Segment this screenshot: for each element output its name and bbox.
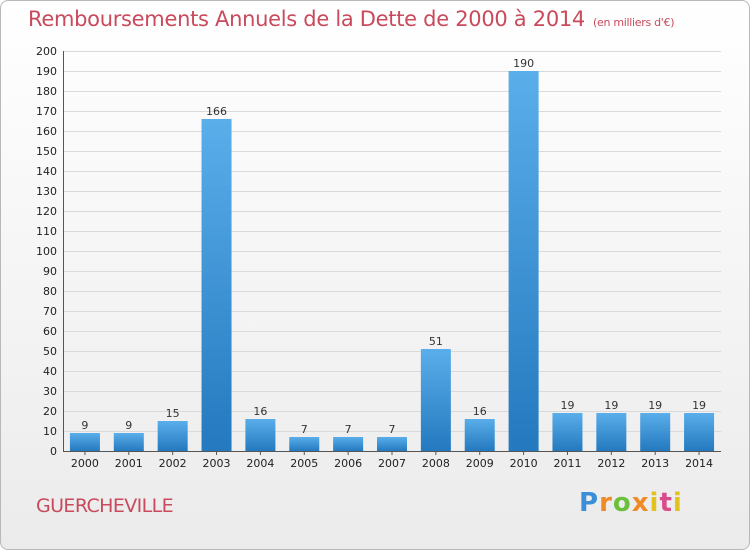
title-text: Remboursements Annuels de la Dette de 20… <box>28 7 585 31</box>
x-tick-label-2012: 2012 <box>597 457 625 470</box>
x-tick-label-2000: 2000 <box>71 457 99 470</box>
y-tick-label: 140 <box>36 165 57 178</box>
x-tick-label-2007: 2007 <box>378 457 406 470</box>
x-tick-label-2009: 2009 <box>466 457 494 470</box>
x-tick-label-2013: 2013 <box>641 457 669 470</box>
x-tick-label-2010: 2010 <box>510 457 538 470</box>
bar-2005 <box>289 437 320 451</box>
x-tick-label-2008: 2008 <box>422 457 450 470</box>
y-tick-label: 60 <box>43 325 57 338</box>
bar-2004 <box>245 419 276 451</box>
bars <box>69 71 715 451</box>
value-label-2012: 19 <box>604 399 618 412</box>
bar-2008 <box>420 349 451 451</box>
value-label-2013: 19 <box>648 399 662 412</box>
y-tick-label: 150 <box>36 145 57 158</box>
value-labels: 9 9 15 166 16 7 7 7 51 16 190 19 19 19 19 <box>81 57 706 436</box>
x-tick-label-2011: 2011 <box>553 457 581 470</box>
value-label-2011: 19 <box>560 399 574 412</box>
y-tick-label: 50 <box>43 345 57 358</box>
x-tick-label-2001: 2001 <box>115 457 143 470</box>
y-tick-label: 120 <box>36 205 57 218</box>
y-tick-label: 0 <box>50 445 57 458</box>
value-label-2003: 166 <box>206 105 227 118</box>
value-label-2002: 15 <box>166 407 180 420</box>
x-tick-label-2005: 2005 <box>290 457 318 470</box>
bar-2000 <box>69 433 100 451</box>
value-label-2000: 9 <box>81 419 88 432</box>
grid-lines <box>63 51 721 452</box>
y-tick-label: 130 <box>36 185 57 198</box>
x-tick-label-2002: 2002 <box>159 457 187 470</box>
y-tick-label: 100 <box>36 245 57 258</box>
bar-2011 <box>552 413 583 451</box>
y-tick-label: 10 <box>43 425 57 438</box>
value-label-2014: 19 <box>692 399 706 412</box>
bar-2014 <box>684 413 715 451</box>
bar-2010 <box>508 71 539 451</box>
value-label-2009: 16 <box>473 405 487 418</box>
bar-2001 <box>113 433 144 451</box>
title-unit: (en milliers d'€) <box>593 16 675 29</box>
y-tick-label: 160 <box>36 125 57 138</box>
y-tick-label: 80 <box>43 285 57 298</box>
y-tick-label: 180 <box>36 85 57 98</box>
x-tick-label-2014: 2014 <box>685 457 713 470</box>
chart-title: Remboursements Annuels de la Dette de 20… <box>28 7 674 31</box>
bar-2012 <box>596 413 627 451</box>
y-tick-label: 90 <box>43 265 57 278</box>
y-tick-label: 70 <box>43 305 57 318</box>
y-tick-label: 170 <box>36 105 57 118</box>
bar-2013 <box>640 413 671 451</box>
y-tick-label: 110 <box>36 225 57 238</box>
value-label-2001: 9 <box>125 419 132 432</box>
bar-2003 <box>201 119 232 451</box>
x-tick-label-2004: 2004 <box>246 457 274 470</box>
value-label-2007: 7 <box>389 423 396 436</box>
bar-2002 <box>157 421 188 451</box>
bar-2007 <box>377 437 407 451</box>
x-axis: 2000 2001 2002 2003 2004 2005 2006 2007 2008 2009… <box>71 451 713 470</box>
value-label-2006: 7 <box>345 423 352 436</box>
y-tick-label: 30 <box>43 385 57 398</box>
y-tick-label: 20 <box>43 405 57 418</box>
x-tick-label-2006: 2006 <box>334 457 362 470</box>
bar-2009 <box>464 419 495 451</box>
y-tick-label: 40 <box>43 365 57 378</box>
y-tick-label: 200 <box>36 45 57 58</box>
value-label-2010: 190 <box>513 57 534 70</box>
value-label-2005: 7 <box>301 423 308 436</box>
value-label-2008: 51 <box>429 335 443 348</box>
bar-2006 <box>333 437 364 451</box>
y-tick-label: 190 <box>36 65 57 78</box>
commune-name: GUERCHEVILLE <box>36 495 174 517</box>
value-label-2004: 16 <box>253 405 267 418</box>
x-tick-label-2003: 2003 <box>203 457 231 470</box>
proxiti-logo: Proxiti <box>579 488 683 518</box>
